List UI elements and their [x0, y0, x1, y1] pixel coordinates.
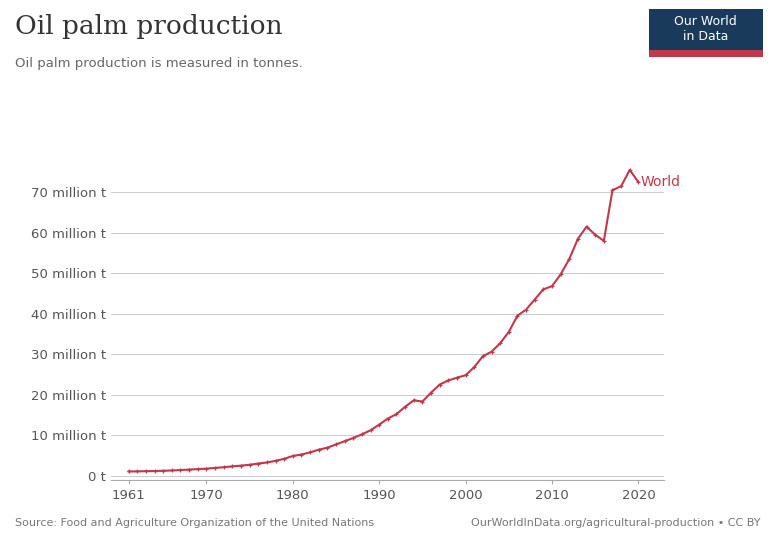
Text: Source: Food and Agriculture Organization of the United Nations: Source: Food and Agriculture Organizatio…	[15, 519, 375, 528]
Text: OurWorldInData.org/agricultural-production • CC BY: OurWorldInData.org/agricultural-producti…	[471, 519, 760, 528]
Text: Our World
in Data: Our World in Data	[674, 15, 737, 43]
Text: World: World	[641, 175, 681, 189]
Text: Oil palm production: Oil palm production	[15, 14, 283, 38]
Text: Oil palm production is measured in tonnes.: Oil palm production is measured in tonne…	[15, 57, 303, 70]
